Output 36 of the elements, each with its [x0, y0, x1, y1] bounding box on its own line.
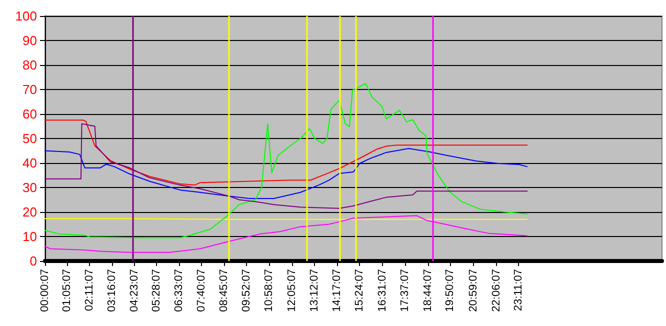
x-tick-label: 17:37:07	[398, 269, 411, 312]
x-tick-label: 04:23:07	[128, 269, 141, 312]
x-tick-label: 12:05:07	[286, 269, 298, 312]
x-tick-label: 06:33:07	[172, 269, 185, 312]
x-tick-label: 15:24:07	[354, 269, 366, 312]
line-series	[44, 148, 528, 200]
y-tick-label: 30	[22, 180, 37, 195]
x-tick-label: 08:45:07	[218, 269, 230, 312]
y-tick-label: 50	[22, 131, 37, 146]
x-tick-label: 03:16:07	[106, 269, 118, 312]
x-tick-label: 01:05:07	[61, 269, 74, 312]
x-tick-label: 05:28:07	[150, 269, 163, 312]
x-tick-label: 16:31:07	[376, 269, 388, 312]
x-tick-label: 14:17:07	[330, 269, 343, 312]
y-tick-label: 20	[22, 204, 37, 220]
y-tick-label: 40	[22, 156, 37, 170]
x-tick-label: 23:11:07	[512, 269, 525, 312]
y-tick-label: 60	[22, 106, 37, 122]
y-tick-label: 80	[22, 58, 37, 72]
x-tick-label: 22:06:07	[490, 269, 503, 312]
line-series	[44, 83, 528, 238]
x-tick-label: 20:59:07	[468, 269, 480, 312]
x-tick-label: 13:12:07	[308, 269, 321, 312]
line-series	[44, 120, 528, 186]
y-tick-label: 100	[15, 8, 37, 24]
x-tick-label: 00:00:07	[39, 269, 52, 312]
x-tick-label: 07:40:07	[196, 269, 208, 312]
x-tick-label: 19:50:07	[444, 269, 456, 312]
y-tick-label: 0	[30, 254, 37, 268]
y-tick-label: 70	[22, 82, 37, 97]
x-tick-label: 09:52:07	[240, 269, 253, 312]
y-tick-label: 10	[22, 229, 37, 244]
x-tick-label: 18:44:07	[422, 269, 434, 312]
x-tick-label: 02:11:07	[84, 269, 96, 312]
y-tick-label: 90	[22, 33, 37, 48]
x-tick-label: 10:58:07	[263, 269, 276, 312]
